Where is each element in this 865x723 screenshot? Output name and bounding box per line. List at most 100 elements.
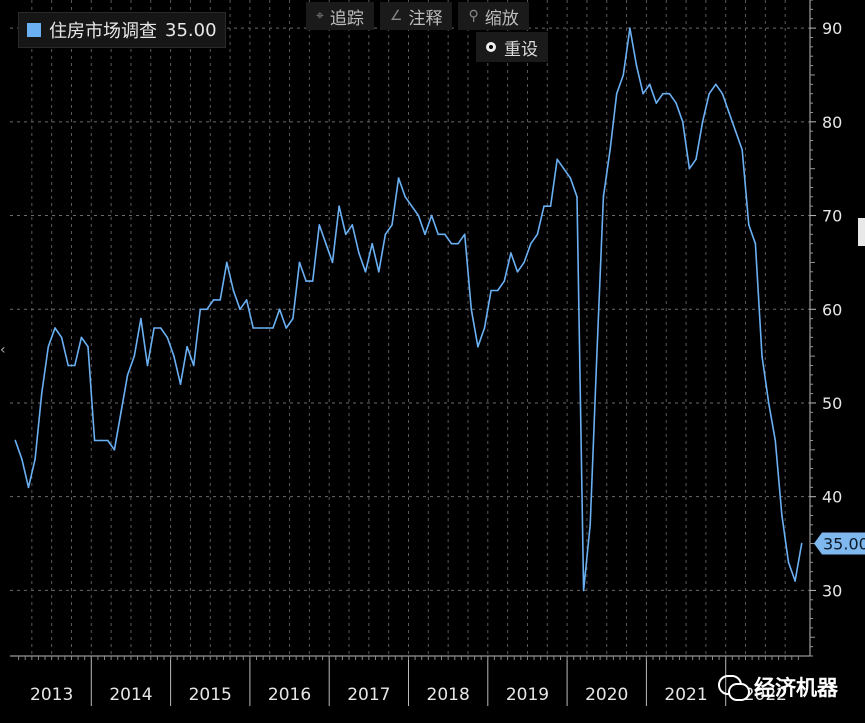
data-point	[411, 205, 413, 207]
data-point	[490, 289, 492, 292]
data-point	[688, 167, 691, 170]
data-point	[179, 383, 182, 386]
data-point	[615, 92, 618, 95]
y-tick-label: 50	[822, 394, 842, 413]
y-tick-label: 60	[822, 300, 842, 319]
pencil-icon: ∠	[389, 8, 403, 24]
data-point	[681, 121, 684, 123]
reset-button[interactable]: 重设	[476, 32, 548, 62]
annotate-button[interactable]: ∠ 注释	[379, 2, 453, 30]
data-point	[741, 149, 744, 151]
data-point	[140, 317, 142, 320]
data-point	[219, 299, 221, 301]
x-tick-label: 2014	[109, 685, 152, 705]
data-point	[503, 280, 506, 282]
data-point	[364, 270, 367, 273]
data-point	[371, 242, 373, 245]
data-point	[569, 177, 572, 179]
data-point	[510, 252, 512, 254]
data-point	[331, 261, 334, 264]
panel-edge-marker	[858, 218, 865, 246]
data-point	[107, 439, 109, 442]
data-point	[278, 308, 281, 311]
data-point	[40, 392, 43, 395]
x-tick-label: 2016	[268, 685, 311, 705]
y-tick-label: 80	[822, 113, 842, 132]
x-tick-label: 2021	[664, 685, 707, 705]
chevron-left-icon[interactable]: ‹	[0, 342, 6, 358]
data-point	[54, 327, 56, 329]
data-point	[629, 27, 631, 29]
data-point	[675, 102, 677, 104]
data-point	[384, 233, 387, 236]
data-point	[292, 317, 294, 320]
data-point	[265, 327, 268, 329]
data-point	[622, 74, 625, 76]
wechat-icon	[718, 675, 750, 701]
x-tick-label: 2022	[744, 685, 787, 705]
data-point	[325, 242, 327, 245]
y-tick-label: 70	[822, 207, 842, 226]
data-point	[120, 411, 122, 414]
zoom-button[interactable]: ⚲ 缩放	[458, 2, 529, 30]
data-point	[800, 542, 803, 545]
data-point	[34, 458, 36, 461]
data-point	[21, 458, 23, 461]
data-point	[87, 345, 89, 348]
data-point	[404, 196, 406, 198]
data-point	[305, 280, 307, 282]
last-value-label: 35.00	[823, 535, 865, 554]
data-point	[642, 92, 644, 95]
series-line	[14, 27, 803, 592]
data-point	[417, 214, 420, 217]
last-value-tag	[814, 532, 865, 555]
data-point	[344, 233, 347, 236]
data-point	[212, 299, 215, 301]
data-point	[543, 205, 545, 207]
legend-swatch	[27, 23, 41, 37]
data-point	[391, 224, 393, 226]
x-tick-label: 2020	[585, 685, 628, 705]
data-point	[596, 355, 598, 357]
data-point	[338, 205, 340, 207]
track-button[interactable]: ⌖ 追踪	[306, 2, 374, 30]
watermark: 经济机器	[718, 672, 838, 702]
data-point	[695, 158, 697, 161]
data-point	[199, 308, 202, 311]
data-point	[708, 92, 710, 95]
data-point	[582, 589, 585, 592]
data-point	[589, 524, 592, 526]
reset-icon	[486, 42, 496, 52]
legend-series-name: 住房市场调查	[49, 21, 157, 42]
x-tick-label: 2017	[347, 685, 390, 705]
data-point	[523, 261, 525, 264]
data-point	[298, 261, 301, 264]
data-point	[93, 439, 96, 442]
reset-label: 重设	[504, 39, 538, 60]
data-point	[496, 289, 499, 292]
data-point	[166, 336, 169, 339]
data-point	[67, 364, 69, 367]
data-point	[516, 270, 519, 273]
data-point	[549, 205, 552, 207]
data-point	[477, 345, 479, 348]
data-point	[635, 64, 638, 67]
data-point	[767, 402, 770, 404]
annotate-label: 注释	[408, 8, 443, 29]
data-point	[192, 364, 195, 367]
data-point	[351, 224, 354, 226]
data-point	[206, 308, 208, 311]
data-point	[47, 345, 50, 348]
x-tick-label: 2013	[30, 685, 73, 705]
data-point	[113, 449, 116, 451]
legend-value: 35.00	[165, 19, 217, 41]
data-point	[424, 233, 426, 236]
data-point	[437, 233, 440, 236]
data-point	[14, 439, 17, 442]
data-point	[80, 336, 83, 339]
data-point	[787, 561, 790, 564]
data-point	[430, 214, 433, 217]
data-point	[576, 196, 578, 198]
data-point	[655, 102, 658, 104]
data-point	[397, 177, 400, 179]
